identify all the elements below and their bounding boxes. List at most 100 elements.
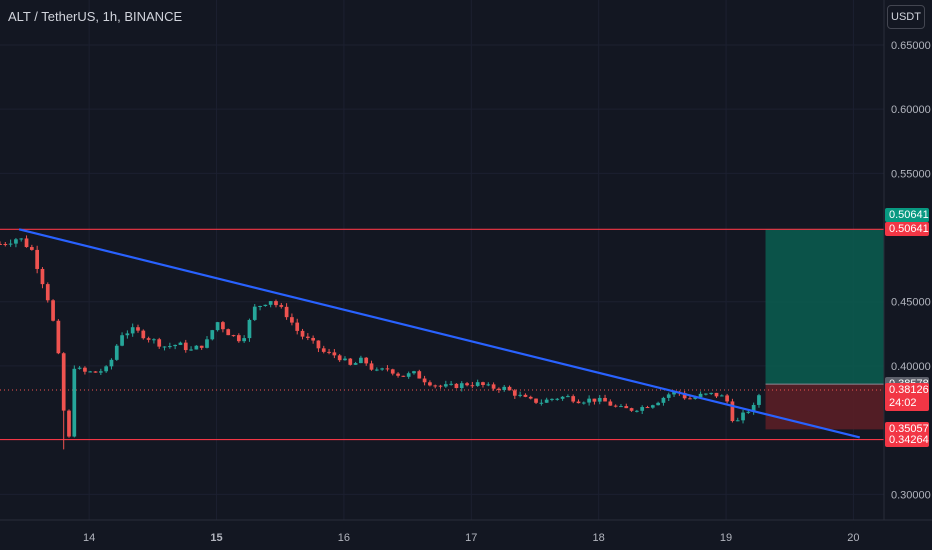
- candle-down: [645, 407, 650, 409]
- candle-down: [629, 408, 634, 411]
- candle-down: [300, 330, 305, 337]
- candle-down: [327, 351, 331, 353]
- candle-down: [725, 395, 729, 402]
- candle-down: [3, 244, 8, 246]
- candle-down: [428, 382, 432, 386]
- candle-down: [369, 363, 374, 370]
- price-tick-label: 0.40000: [891, 361, 931, 373]
- candle-down: [279, 305, 284, 307]
- candle-up: [247, 319, 252, 339]
- currency-button[interactable]: USDT: [887, 5, 925, 29]
- candle-down: [141, 330, 146, 339]
- candle-down: [29, 247, 34, 250]
- candle-down: [231, 335, 236, 337]
- candle-up: [539, 402, 544, 404]
- candle-down: [422, 378, 427, 383]
- symbol-title[interactable]: ALT / TetherUS, 1h, BINANCE: [8, 9, 183, 24]
- candle-up: [19, 238, 24, 240]
- candle-down: [24, 238, 29, 248]
- candle-down: [290, 317, 294, 323]
- candle-down: [226, 329, 231, 336]
- candle-up: [359, 357, 363, 364]
- trendline-group[interactable]: [18, 228, 861, 439]
- candle-down: [438, 385, 443, 387]
- candle-down: [0, 243, 2, 245]
- candle-down: [523, 394, 528, 397]
- target-zone: [765, 229, 884, 385]
- candle-up: [167, 346, 172, 348]
- candle-up: [125, 333, 130, 336]
- candle-down: [316, 340, 321, 349]
- candle-down: [433, 385, 438, 387]
- candle-up: [741, 412, 745, 421]
- candle-down: [136, 327, 140, 331]
- support-price-tag: 0.34264: [885, 432, 929, 447]
- candle-up: [502, 386, 507, 390]
- candle-down: [183, 342, 188, 351]
- candle-up: [374, 369, 379, 371]
- candle-down: [401, 375, 406, 377]
- candle-down: [311, 337, 315, 341]
- candle-down: [608, 401, 613, 406]
- candle-up: [268, 301, 273, 305]
- candle-down: [512, 390, 517, 396]
- candle-up: [152, 339, 156, 341]
- price-axis[interactable]: 0.65000 0.60000 0.55000 0.45000 0.40000 0.300…: [891, 40, 931, 501]
- candle-up: [98, 371, 103, 373]
- candle-down: [571, 396, 576, 402]
- candle-up: [650, 405, 655, 408]
- candle-up: [120, 335, 124, 346]
- candle-up: [178, 342, 183, 345]
- candle-down: [337, 355, 342, 361]
- candle-down: [146, 338, 151, 340]
- candle-up: [194, 345, 199, 350]
- candle-up: [560, 396, 565, 399]
- candle-up: [459, 383, 464, 389]
- candle-up: [619, 406, 623, 408]
- candle-down: [497, 388, 501, 390]
- candle-down: [624, 406, 629, 409]
- candle-up: [518, 394, 522, 396]
- candle-up: [130, 327, 135, 334]
- candle-down: [157, 339, 162, 347]
- trendline: [18, 228, 861, 439]
- candle-down: [274, 301, 278, 306]
- candle-down: [348, 358, 353, 365]
- candle-down: [51, 300, 55, 321]
- candle-up: [162, 346, 167, 348]
- candle-up: [544, 399, 549, 403]
- candle-up: [406, 373, 411, 377]
- candle-up: [550, 398, 554, 400]
- candle-down: [417, 371, 422, 379]
- time-tick-label: 19: [720, 532, 732, 544]
- candle-down: [56, 320, 61, 354]
- candle-down: [576, 401, 581, 404]
- candle-up: [566, 396, 570, 398]
- candle-up: [263, 304, 268, 306]
- price-tick-label: 0.55000: [891, 168, 931, 180]
- candle-up: [597, 397, 602, 402]
- candle-down: [305, 336, 310, 338]
- candle-down: [93, 371, 98, 373]
- candle-down: [465, 383, 469, 386]
- candle-up: [173, 344, 178, 347]
- candle-down: [221, 322, 225, 330]
- candle-down: [528, 396, 533, 399]
- candle-down: [396, 373, 400, 376]
- candle-down: [83, 367, 87, 372]
- price-tick-label: 0.45000: [891, 297, 931, 309]
- bar-countdown: 24:02: [889, 396, 917, 409]
- time-axis[interactable]: 14 15 16 17 18 19 20: [83, 532, 860, 544]
- candle-up: [587, 398, 591, 403]
- candle-up: [751, 404, 756, 412]
- candle-down: [35, 249, 40, 269]
- candle-down: [295, 322, 300, 331]
- candle-down: [470, 385, 475, 387]
- candle-up: [443, 384, 448, 387]
- candle-up: [666, 394, 671, 398]
- grid: [0, 0, 884, 520]
- candle-up: [210, 330, 215, 340]
- candle-up: [735, 420, 740, 422]
- candle-up: [114, 345, 119, 360]
